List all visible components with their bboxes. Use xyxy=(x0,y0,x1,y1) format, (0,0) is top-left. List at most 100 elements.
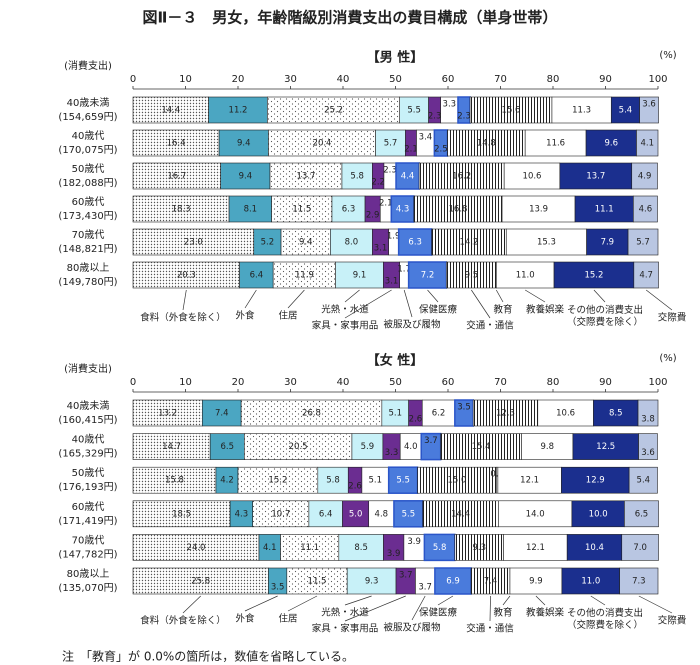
leader-line xyxy=(645,289,673,311)
value-label: 2.3 xyxy=(383,166,397,176)
value-label: 3.5 xyxy=(271,583,285,593)
bar-segment xyxy=(537,399,594,427)
value-label: 7.9 xyxy=(601,238,615,248)
legend-label: 住居 xyxy=(278,310,297,322)
value-label: 15.2 xyxy=(268,476,287,486)
value-label: 10.6 xyxy=(556,409,575,419)
value-label: 3.1 xyxy=(374,244,388,254)
bar-segment xyxy=(585,129,637,157)
bar-segment xyxy=(132,433,211,460)
x-tick-label: 40 xyxy=(337,74,350,85)
bar-segment xyxy=(503,534,568,561)
bar-segment xyxy=(346,567,397,595)
bar-segment xyxy=(338,534,384,561)
value-label: 14.4 xyxy=(451,509,470,519)
leader-line xyxy=(495,289,504,303)
bar-segment xyxy=(501,195,576,223)
x-tick-label: 0 xyxy=(130,74,136,85)
bar-segment xyxy=(228,195,272,223)
value-label: 12.9 xyxy=(586,476,605,486)
bar-segment xyxy=(521,433,574,460)
legend-label: 教養娯楽 xyxy=(526,304,565,316)
legend-line: （交際費を除く） xyxy=(567,316,643,328)
x-tick-label: 0 xyxy=(130,377,136,388)
value-label: 9.4 xyxy=(237,139,251,149)
leader-line xyxy=(244,595,278,612)
bar-segment xyxy=(505,228,587,256)
x-tick-label: 10 xyxy=(179,74,192,85)
value-label: 5.8 xyxy=(433,543,447,553)
bar-segment xyxy=(387,466,419,494)
value-label: 5.2 xyxy=(261,238,275,248)
bar-segment xyxy=(553,261,635,289)
bar-segment xyxy=(280,534,340,561)
value-label: 3.3 xyxy=(443,100,457,110)
bar-segment xyxy=(330,228,373,256)
legend-label: 家具・家事用品 xyxy=(312,623,379,635)
category-subtitle: (149,780円) xyxy=(58,277,117,288)
category-label: 50歳代 xyxy=(72,467,105,479)
value-label: 12.1 xyxy=(526,543,545,553)
value-label: 13.7 xyxy=(297,172,316,182)
value-label: 15.3 xyxy=(537,238,556,248)
legend-label: その他の消費支出（交際費を除く） xyxy=(567,607,643,631)
value-label: 13.2 xyxy=(158,409,177,419)
bar-segment xyxy=(551,96,612,124)
value-label: 11.1 xyxy=(300,543,319,553)
value-label: 9.4 xyxy=(299,238,313,248)
leader-line xyxy=(535,595,546,606)
value-label: 11.2 xyxy=(229,106,248,116)
value-label: 11.6 xyxy=(546,139,565,149)
value-label: 8.5 xyxy=(354,543,368,553)
category-label: 60歳代 xyxy=(72,196,105,208)
category-label: 40歳未満 xyxy=(67,400,110,412)
value-label: 14.8 xyxy=(477,139,496,149)
x-tick-label: 70 xyxy=(494,74,507,85)
bar-segment xyxy=(342,500,370,528)
legend-label: 食料（外食を除く） xyxy=(140,615,226,627)
value-label: 6.9 xyxy=(446,577,460,587)
bar-segment xyxy=(509,567,563,595)
bar-segment xyxy=(132,500,231,528)
leader-line xyxy=(638,595,673,614)
bar-segment xyxy=(561,567,620,595)
value-label: 6.3 xyxy=(342,205,356,215)
leader-line xyxy=(182,595,201,614)
bar-segment xyxy=(586,228,629,256)
bar-segment xyxy=(633,195,658,223)
legend-label: 家具・家事用品 xyxy=(312,320,379,332)
bar-segment xyxy=(244,433,353,460)
x-tick-label: 20 xyxy=(232,74,245,85)
bar-segment xyxy=(572,433,639,460)
bar-segment xyxy=(399,96,429,124)
value-label: 5.4 xyxy=(619,106,633,116)
bar-segment xyxy=(524,129,587,157)
value-label: 15.2 xyxy=(584,271,603,281)
chart-subtitle: 【女 性】 xyxy=(367,353,424,369)
legend-label: 光熱・水道 xyxy=(321,607,369,619)
category-label: 70歳代 xyxy=(72,534,105,546)
value-label: 1.7 xyxy=(397,265,411,275)
value-label: 10.0 xyxy=(589,509,608,519)
bar-segment xyxy=(637,399,659,427)
bar-segment xyxy=(218,129,269,157)
value-label: 3.9 xyxy=(387,549,401,559)
bar-segment xyxy=(132,228,255,256)
x-tick-label: 60 xyxy=(442,74,455,85)
value-label: 9.6 xyxy=(605,139,619,149)
category-label: 40歳代 xyxy=(72,130,105,142)
category-label: 80歳以上 xyxy=(67,262,110,274)
value-label: 15.6 xyxy=(502,106,521,116)
value-label: 5.7 xyxy=(636,238,650,248)
category-label: 80歳以上 xyxy=(67,568,110,580)
value-label: 8.0 xyxy=(345,238,359,248)
value-label: 13.7 xyxy=(586,172,605,182)
bar-segment xyxy=(454,534,504,561)
bar-segment xyxy=(375,129,406,157)
legend-label: 外食 xyxy=(235,613,255,625)
value-label: 5.5 xyxy=(396,476,410,486)
bar-segment xyxy=(446,261,497,289)
bar-segment xyxy=(619,567,659,595)
bar-segment xyxy=(417,466,497,494)
